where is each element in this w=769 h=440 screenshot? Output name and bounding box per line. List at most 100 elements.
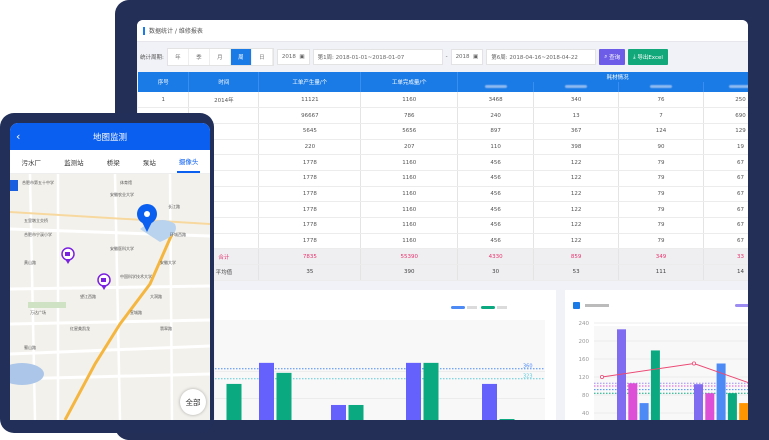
col-index: 序号: [138, 72, 190, 92]
table-cell: 786: [360, 107, 459, 124]
week-range-end[interactable]: 第6周: 2018-04-16~2018-04-22: [486, 49, 597, 65]
breadcrumb-text: 数据统计 / 维修报表: [149, 28, 203, 35]
map-label: 蜀山路: [24, 344, 36, 350]
period-day[interactable]: 日: [252, 49, 273, 65]
period-week[interactable]: 周: [230, 49, 252, 65]
table-cell: 67: [703, 217, 748, 234]
location-pin-icon: [137, 204, 157, 232]
camera-glyph: [101, 278, 106, 282]
table-cell: 240: [457, 107, 535, 124]
table-cell: 76: [618, 92, 704, 109]
bar: [739, 403, 748, 420]
table-cell: 13: [533, 107, 620, 124]
tab-monitoring-station[interactable]: 监测站: [64, 158, 84, 167]
back-icon[interactable]: ‹: [16, 130, 21, 143]
table-cell: 5656: [360, 123, 459, 140]
table-cell: 1160: [360, 154, 459, 171]
bar: [650, 350, 660, 420]
table-cell: 349: [618, 248, 704, 266]
legend-text-blur: [497, 306, 507, 309]
table-cell: 11121: [258, 92, 362, 109]
map-label: 安徽医科大学: [110, 245, 134, 251]
reference-label: 360: [523, 363, 533, 369]
table-cell: 859: [533, 248, 620, 266]
tab-sewage-plant[interactable]: 污水厂: [21, 158, 42, 167]
period-selector: 年 季 月 周 日: [166, 48, 274, 66]
map-label: 长江路: [168, 203, 180, 209]
table-cell: 33: [703, 248, 748, 266]
line-point: [692, 361, 697, 366]
table-cell: 122: [533, 154, 620, 171]
table-cell: 690: [703, 107, 748, 124]
table-cell: 122: [533, 170, 620, 187]
table-cell: 5645: [258, 123, 362, 140]
map-label: 安徽大学: [160, 259, 176, 265]
table-cell: 67: [703, 201, 748, 218]
map-label: 五里墩立交桥: [24, 217, 48, 223]
table-cell: 250: [703, 92, 748, 109]
table-cell: 14: [703, 264, 748, 281]
table-cell: 7835: [258, 248, 362, 266]
tab-camera[interactable]: 摄像头: [176, 151, 201, 173]
year-picker-start[interactable]: 2018 ▣: [276, 49, 310, 65]
period-year[interactable]: 年: [168, 49, 189, 65]
road: [168, 174, 174, 420]
map-label: 黄山路: [24, 259, 36, 265]
table-cell: 1160: [360, 92, 459, 109]
table-cell: 456: [457, 170, 535, 187]
mixed-chart-panel: 40 80 120 160 200 240: [565, 290, 748, 420]
road: [113, 174, 122, 420]
period-month[interactable]: 月: [210, 49, 231, 65]
show-all-button[interactable]: 全部: [180, 389, 206, 415]
road: [10, 211, 210, 225]
table-cell: 1160: [360, 186, 459, 203]
map-label: 环城西路: [170, 231, 186, 237]
bar: [639, 403, 649, 420]
table-cell: 456: [457, 233, 535, 250]
table-cell: 1778: [258, 201, 362, 218]
table-cell: 111: [618, 264, 704, 281]
table-row: 96667 786 240 13 7 690: [138, 107, 748, 124]
table-cell: 67: [703, 233, 748, 250]
park: [28, 302, 66, 308]
tab-bridge[interactable]: 桥梁: [106, 158, 120, 167]
road: [10, 227, 210, 238]
reference-label: 323: [523, 373, 533, 379]
bar: [348, 404, 364, 420]
map-label: 宣城路: [130, 309, 142, 315]
table-cell: 79: [618, 233, 704, 250]
bar: [727, 393, 737, 420]
query-button[interactable]: ⌕ 查询: [599, 49, 626, 65]
week-range-start[interactable]: 第1周: 2018-01-01~2018-01-07: [312, 49, 443, 65]
bar-chart: 360 323: [215, 306, 545, 420]
table-cell: 7: [618, 107, 704, 124]
tab-pump-station[interactable]: 泵站: [142, 158, 156, 167]
table-cell: 1778: [258, 233, 362, 250]
table-cell: 122: [533, 217, 620, 234]
mixed-chart: 40 80 120 160 200 240: [573, 302, 748, 420]
tablet-screen: 数据统计 / 维修报表 统计周期: 年 季 月 周 日 2018 ▣ 第1周: …: [137, 20, 748, 420]
table-cell: 1: [138, 92, 190, 109]
y-tick-label: 40: [582, 411, 589, 417]
table-cell: 1778: [258, 186, 362, 203]
bar: [276, 372, 292, 420]
subheader-blurred: [618, 82, 704, 92]
table-cell: 19: [703, 139, 748, 156]
table-cell: 1778: [258, 170, 362, 187]
table-cell: 67: [703, 154, 748, 171]
table-cell: 122: [533, 233, 620, 250]
year-end-value: 2018: [455, 54, 470, 60]
bar: [331, 404, 346, 420]
breadcrumb: 数据统计 / 维修报表: [137, 20, 748, 42]
period-quarter[interactable]: 季: [189, 49, 210, 65]
year-picker-end[interactable]: 2018 ▣: [450, 49, 484, 65]
y-tick-label: 240: [579, 321, 590, 327]
table-cell: 122: [533, 201, 620, 218]
export-excel-button[interactable]: ⤓ 导出Excel: [628, 49, 668, 65]
bar: [406, 362, 421, 420]
table-row: 220 207 110 398 90 19: [138, 139, 748, 156]
query-label: 查询: [609, 55, 621, 61]
bar: [259, 362, 274, 420]
table-cell: 1778: [258, 217, 362, 234]
